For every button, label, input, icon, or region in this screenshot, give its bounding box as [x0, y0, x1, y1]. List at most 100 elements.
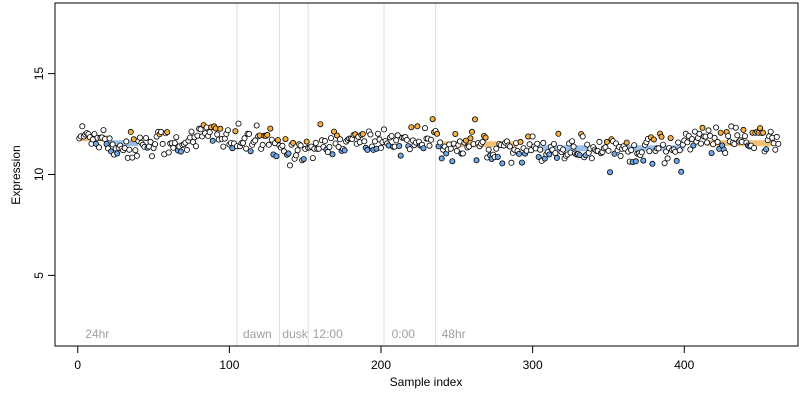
data-point	[290, 139, 297, 146]
data-point	[374, 130, 381, 137]
data-point	[465, 143, 472, 150]
x-axis: 0 100 200 300 400	[74, 345, 695, 372]
data-point	[479, 138, 486, 145]
data-point	[114, 150, 121, 157]
data-point	[526, 141, 533, 148]
data-point	[482, 134, 489, 141]
data-point	[698, 140, 705, 147]
data-point	[148, 153, 155, 160]
data-point	[741, 133, 748, 140]
data-point	[607, 169, 614, 176]
data-point	[274, 137, 281, 144]
data-point	[173, 134, 180, 141]
data-point	[725, 133, 732, 140]
data-point	[623, 139, 630, 146]
x-axis-label: Sample index	[390, 375, 463, 389]
data-point	[224, 127, 231, 134]
data-point	[321, 137, 328, 144]
section-label: dusk	[282, 327, 308, 341]
data-point	[403, 136, 410, 143]
data-point	[241, 135, 248, 142]
data-point	[555, 130, 562, 137]
data-point	[159, 140, 166, 147]
data-point	[330, 128, 337, 135]
data-point	[259, 141, 266, 148]
data-point	[246, 130, 253, 137]
data-point	[603, 138, 610, 145]
plot-frame	[54, 2, 799, 347]
data-point	[309, 155, 316, 162]
data-point	[171, 140, 178, 147]
y-tick-label: 15	[32, 67, 46, 81]
data-point	[462, 137, 469, 144]
data-point	[646, 148, 653, 155]
data-point	[243, 145, 250, 152]
data-point	[690, 142, 697, 149]
data-point	[467, 135, 474, 142]
data-point	[588, 155, 595, 162]
data-point	[91, 131, 98, 138]
data-point	[164, 129, 171, 136]
data-point	[705, 127, 712, 134]
data-point	[447, 145, 454, 152]
data-point	[437, 139, 444, 146]
data-point	[333, 132, 340, 139]
data-point	[704, 139, 711, 146]
data-point	[452, 130, 459, 137]
section-lines	[236, 3, 437, 346]
data-point	[540, 139, 547, 146]
data-point	[337, 136, 344, 143]
data-point	[673, 157, 680, 164]
data-point	[408, 124, 415, 131]
data-point	[453, 147, 460, 154]
data-point	[713, 124, 720, 131]
data-point	[300, 156, 307, 163]
data-point	[664, 155, 671, 162]
data-point	[570, 143, 577, 150]
data-point	[772, 146, 779, 153]
data-point	[560, 146, 567, 153]
section-label: 48hr	[442, 327, 466, 341]
data-point	[396, 142, 403, 149]
data-point	[605, 147, 612, 154]
data-point	[676, 147, 683, 154]
data-point	[414, 123, 421, 130]
data-point	[359, 130, 366, 137]
x-tick-label: 200	[371, 358, 391, 372]
data-point	[438, 155, 445, 162]
data-point	[631, 142, 638, 149]
data-point	[722, 149, 729, 156]
data-point	[380, 126, 387, 133]
data-point	[297, 142, 304, 149]
data-point	[294, 147, 301, 154]
x-tick-label: 0	[74, 358, 81, 372]
section-label: dawn	[243, 327, 272, 341]
data-point	[341, 147, 348, 154]
data-point	[106, 135, 113, 142]
data-point	[327, 135, 334, 142]
data-point	[247, 148, 254, 155]
data-point	[232, 128, 239, 135]
data-point	[760, 129, 767, 136]
data-point	[550, 140, 557, 147]
y-tick-label: 5	[32, 272, 46, 279]
data-points	[76, 116, 782, 176]
data-point	[133, 152, 140, 159]
data-point	[206, 129, 213, 136]
data-point	[485, 146, 492, 153]
data-point	[286, 162, 293, 169]
data-point	[638, 149, 645, 156]
data-point	[473, 157, 480, 164]
data-point	[235, 120, 242, 127]
data-point	[678, 168, 685, 175]
data-point	[516, 150, 523, 157]
data-point	[537, 146, 544, 153]
data-point	[364, 146, 371, 153]
data-point	[661, 160, 668, 167]
data-point	[751, 145, 758, 152]
data-point	[740, 126, 747, 133]
data-point	[426, 142, 433, 149]
data-point	[420, 145, 427, 152]
data-point	[109, 141, 116, 148]
y-axis: 5 10 15	[32, 67, 56, 279]
